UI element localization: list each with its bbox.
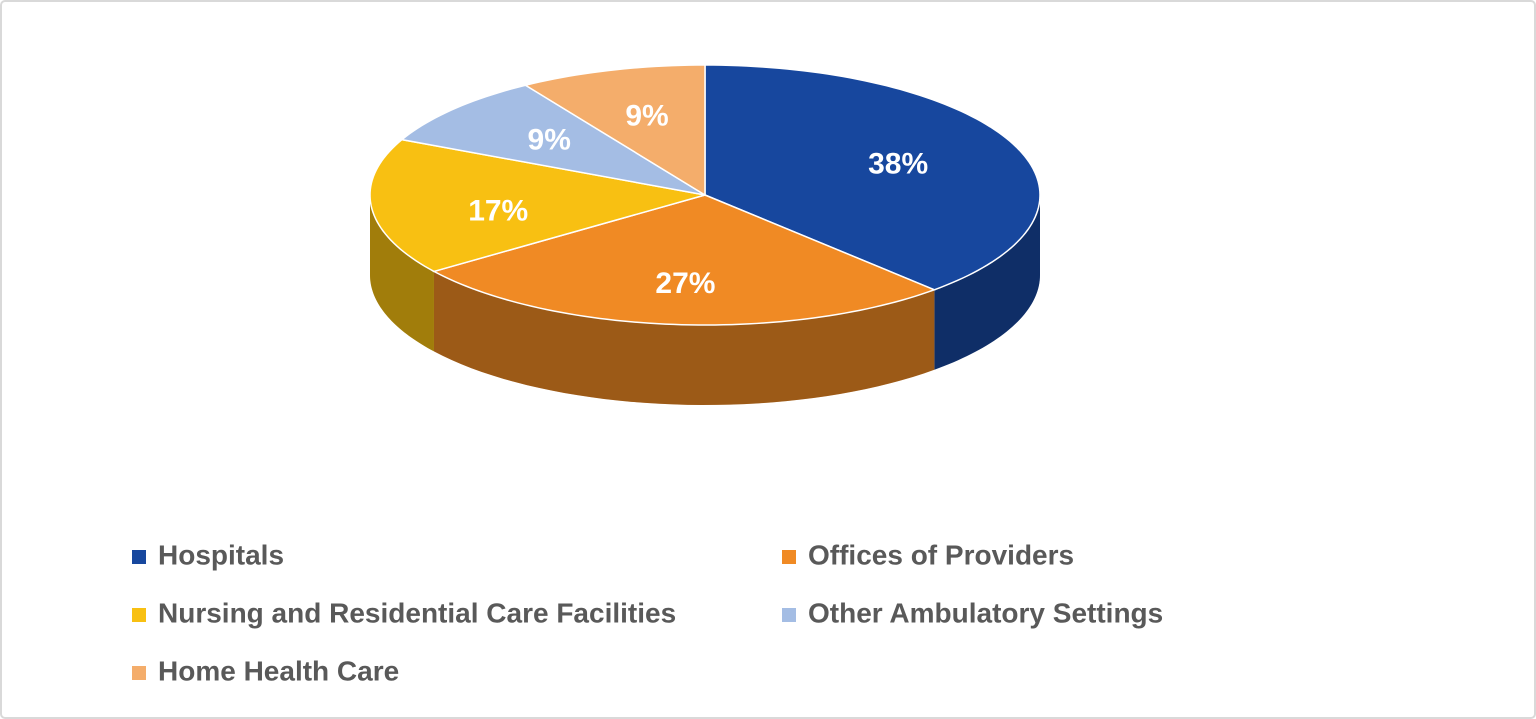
side-shade [433,271,935,405]
legend-label: Offices of Providers [808,539,1074,570]
legend-label: Home Health Care [158,655,399,686]
slice-side [433,271,935,405]
slice-top [400,84,706,196]
side-shade [934,195,1040,370]
legend-swatch [132,550,146,564]
slice-top [523,64,706,197]
data-label: 17% [468,195,528,228]
legend-swatch [782,608,796,622]
legend-label: Hospitals [158,539,284,570]
legend-label: Nursing and Residential Care Facilities [158,597,676,628]
data-label: 9% [625,100,668,133]
data-label: 38% [868,147,928,180]
legend-label: Other Ambulatory Settings [808,597,1163,628]
pie: 38% 27% 17% 9% 9% [369,64,1041,405]
data-label: 9% [528,124,571,157]
data-label: 27% [655,267,715,300]
side-shade [370,195,434,352]
legend-swatch [132,666,146,680]
slice-top [704,64,1041,291]
legend-swatch [782,550,796,564]
slice-top [431,194,937,326]
slice-top [369,138,706,273]
legend-swatch [132,608,146,622]
legend: Hospitals Offices of Providers Nursing and… [132,539,1163,686]
slice-side [934,195,1040,370]
slice-side [370,195,434,352]
